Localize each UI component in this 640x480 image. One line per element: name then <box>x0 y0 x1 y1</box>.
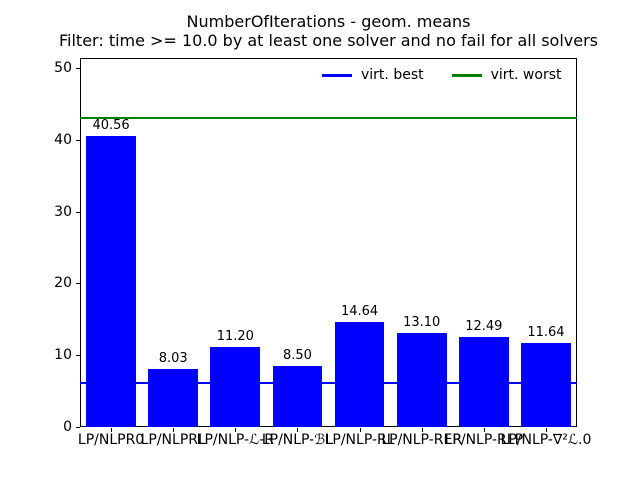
x-tick-label: LP/NLPRL <box>140 432 206 448</box>
y-tick-label: 10 <box>54 347 72 364</box>
y-tick-mark <box>76 283 80 285</box>
x-tick-mark <box>359 428 361 432</box>
bar <box>86 135 136 427</box>
y-tick-label: 30 <box>54 203 72 220</box>
bar <box>210 346 261 427</box>
x-tick-mark <box>545 428 547 432</box>
legend-item-virt-best: virt. best <box>322 67 424 83</box>
y-tick-label: 20 <box>54 275 72 292</box>
x-tick-label: LP/NLP-∇²ℒ.0 <box>500 432 592 448</box>
virt-best-line <box>80 382 577 385</box>
y-tick-mark <box>76 211 80 213</box>
legend-label-virt-best: virt. best <box>361 67 424 83</box>
y-tick-label: 0 <box>63 419 72 435</box>
y-tick-mark <box>76 427 80 428</box>
bar-value-label: 12.49 <box>465 319 503 335</box>
x-tick-mark <box>297 428 299 432</box>
x-tick-label: LP/NLP-ℬL <box>261 432 334 448</box>
y-tick-label: 50 <box>54 60 72 77</box>
chart-title: NumberOfIterations - geom. means <box>186 12 471 31</box>
y-tick-mark <box>76 355 80 357</box>
y-tick-mark <box>76 139 80 141</box>
x-tick-mark <box>173 428 175 432</box>
x-tick-label: LP/NLP-RLP <box>444 432 524 448</box>
x-tick-mark <box>111 428 113 432</box>
chart-subtitle: Filter: time >= 10.0 by at least one sol… <box>59 31 599 50</box>
bar-value-label: 11.64 <box>527 325 565 341</box>
bar <box>334 321 385 427</box>
x-tick-label: LP/NLP-RER <box>381 432 463 448</box>
virt-worst-line <box>80 117 577 120</box>
x-tick-label: LP/NLP-RL <box>324 432 395 448</box>
bar <box>458 337 509 427</box>
x-tick-mark <box>483 428 485 432</box>
legend-label-virt-worst: virt. worst <box>490 67 562 83</box>
chart-title-block: NumberOfIterations - geom. means Filter:… <box>59 12 598 50</box>
x-tick-label: LP/NLPR0 <box>77 432 145 448</box>
bar <box>148 369 199 427</box>
legend-item-virt-worst: virt. worst <box>451 67 562 83</box>
bar-value-label: 11.20 <box>216 328 254 344</box>
bar-value-label: 14.64 <box>340 303 379 319</box>
x-tick-label: LP/NLP-ℒ-R <box>196 432 274 448</box>
virt-best-line-swatch <box>322 73 352 77</box>
bar <box>272 365 323 427</box>
y-tick-mark <box>76 68 80 70</box>
x-tick-mark <box>235 428 237 432</box>
bar-value-label: 13.10 <box>403 314 441 330</box>
virt-worst-line-swatch <box>451 73 482 77</box>
bar-value-label: 8.03 <box>158 351 188 367</box>
bar <box>396 332 447 427</box>
legend: virt. best virt. worst <box>322 67 561 83</box>
bar-value-label: 40.56 <box>92 117 130 133</box>
y-tick-label: 40 <box>54 131 72 148</box>
x-tick-mark <box>421 428 423 432</box>
bar-value-label: 8.50 <box>282 347 312 363</box>
bar <box>521 343 571 427</box>
